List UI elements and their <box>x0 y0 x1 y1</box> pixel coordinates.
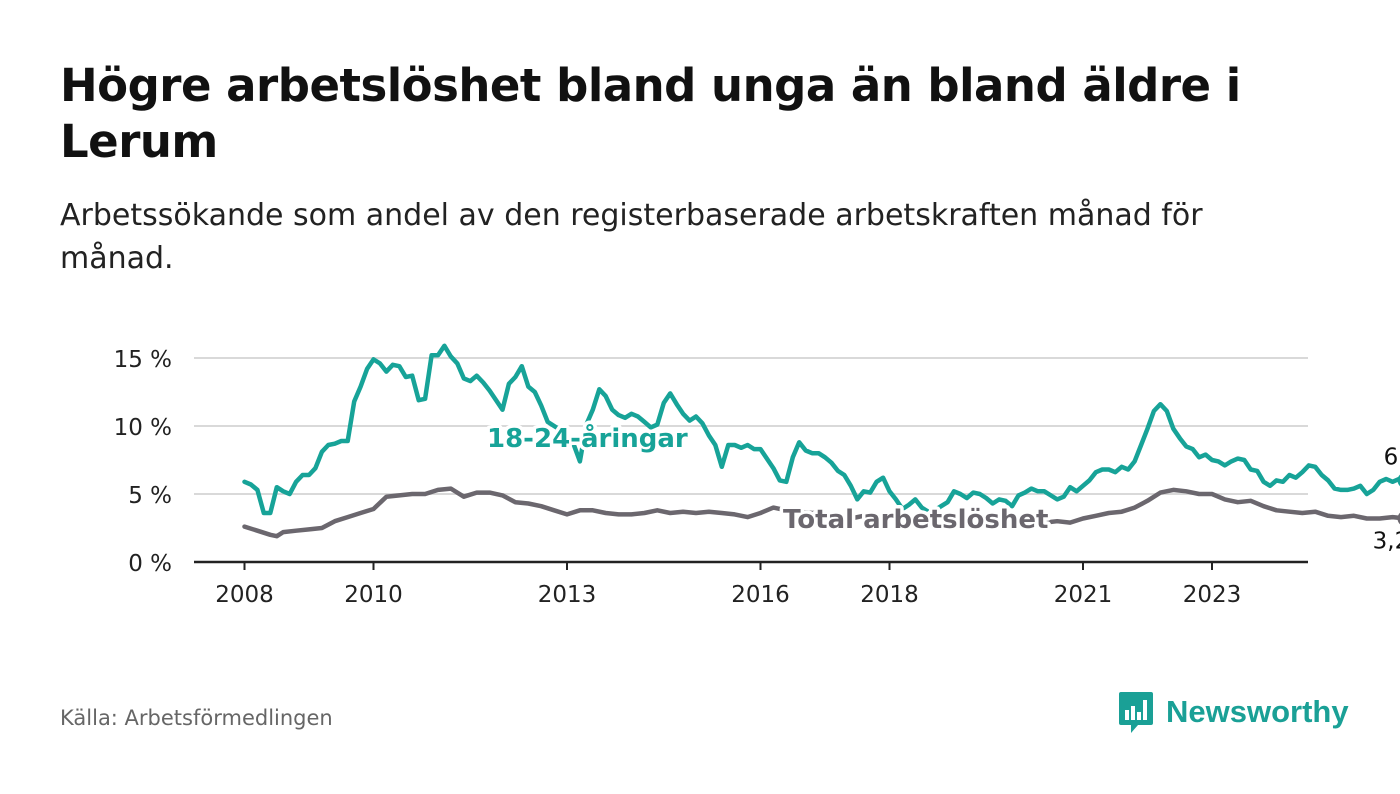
x-tick-label: 2021 <box>1054 582 1113 608</box>
youth-endpoint-marker <box>1397 474 1400 487</box>
y-tick-label: 5 % <box>128 483 172 509</box>
y-tick-label: 0 % <box>128 551 172 577</box>
total-endpoint-marker <box>1397 512 1400 525</box>
y-axis-tick-labels: 0 % 5 % 10 % 15 % <box>114 347 172 577</box>
series-annotations: 18-24-åringar Total arbetslöshet <box>484 419 1052 539</box>
newsworthy-logo-icon <box>1119 692 1153 733</box>
series-lines <box>242 343 1400 539</box>
youth-series-label: 18-24-åringar <box>487 422 688 454</box>
x-tick-label: 2023 <box>1183 582 1242 608</box>
x-tick-label: 2008 <box>215 582 274 608</box>
x-tick-label: 2018 <box>860 582 919 608</box>
y-tick-label: 15 % <box>114 347 172 373</box>
x-tick-label: 2016 <box>731 582 790 608</box>
x-axis-tick-labels: 2008 2010 2013 2016 2018 2021 2023 <box>215 562 1241 608</box>
youth-series-line <box>242 343 1400 516</box>
brand-logo: Newsworthy <box>1118 690 1349 734</box>
total-series-label: Total arbetslöshet <box>783 505 1048 535</box>
y-tick-label: 10 % <box>114 415 172 441</box>
grid-lines <box>194 357 1308 564</box>
total-series-line <box>242 486 1400 539</box>
chart-title: Högre arbetslöshet bland unga än bland ä… <box>60 59 1241 168</box>
x-tick-label: 2010 <box>344 582 403 608</box>
youth-end-value-label: 6 % <box>1384 444 1400 470</box>
source-note: Källa: Arbetsförmedlingen <box>60 706 333 730</box>
total-end-value-label: 3,2 % <box>1373 528 1400 554</box>
series-endpoints: 6 % 3,2 % <box>1373 444 1400 554</box>
x-tick-label: 2013 <box>538 582 597 608</box>
chart-subtitle: Arbetssökande som andel av den registerb… <box>60 198 1203 276</box>
brand-name: Newsworthy <box>1166 694 1349 729</box>
